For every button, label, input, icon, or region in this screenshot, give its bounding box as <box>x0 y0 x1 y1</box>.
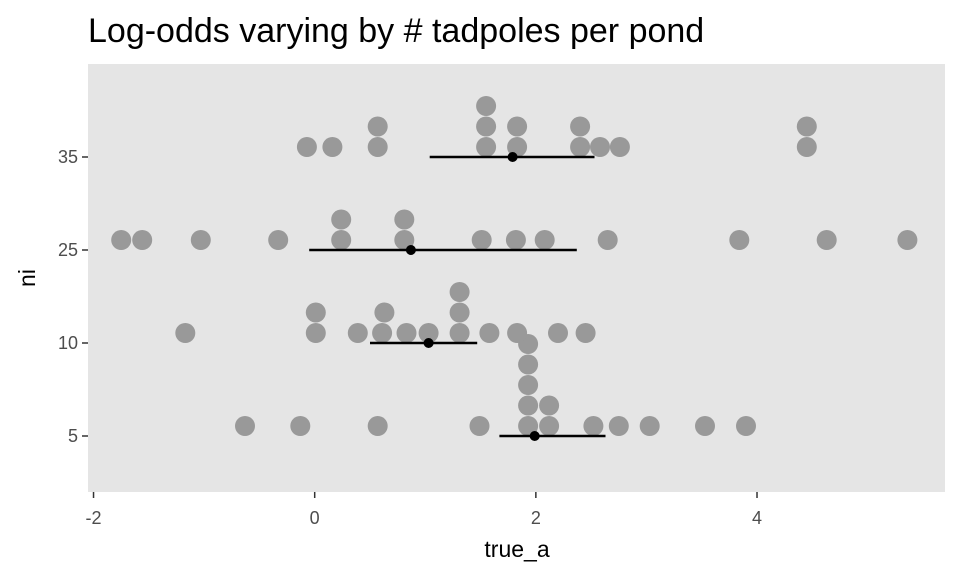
y-axis: 5 10 25 35 <box>58 147 88 446</box>
data-point <box>539 416 560 436</box>
y-tick-label: 35 <box>58 147 78 167</box>
data-point <box>235 416 255 436</box>
x-tick-label: 4 <box>752 508 762 528</box>
data-point <box>322 137 343 157</box>
data-point <box>534 230 555 250</box>
data-point <box>476 116 497 137</box>
mean-point <box>507 152 518 162</box>
data-point <box>570 137 591 157</box>
y-tick-label: 25 <box>58 240 78 260</box>
data-point <box>796 116 817 137</box>
data-point <box>268 230 289 250</box>
data-point <box>372 323 393 343</box>
data-point <box>583 416 604 436</box>
data-point <box>296 137 317 157</box>
mean-point <box>423 338 434 348</box>
y-axis-title: ni <box>14 269 40 287</box>
x-axis: -2 0 2 4 <box>86 492 762 528</box>
data-point <box>305 302 326 323</box>
mean-point <box>529 431 540 441</box>
data-point <box>505 230 526 250</box>
data-point <box>449 302 470 323</box>
x-tick-label: -2 <box>86 508 102 528</box>
data-point <box>394 230 415 250</box>
data-point <box>639 416 660 436</box>
data-point <box>331 209 352 230</box>
data-point <box>608 416 629 436</box>
data-point <box>736 416 756 436</box>
data-point <box>476 137 497 157</box>
data-point <box>816 230 837 250</box>
data-point <box>796 137 817 157</box>
dots-layer <box>111 96 918 436</box>
data-point <box>347 323 368 343</box>
data-point <box>695 416 715 436</box>
data-point <box>518 354 539 375</box>
data-point <box>290 416 311 436</box>
data-point <box>518 375 539 395</box>
data-point <box>396 323 417 343</box>
data-point <box>469 416 490 436</box>
data-point <box>548 323 568 343</box>
x-axis-title: true_a <box>484 536 549 562</box>
x-tick-label: 2 <box>531 508 541 528</box>
data-point <box>367 416 388 436</box>
data-point <box>374 302 395 323</box>
data-point <box>729 230 750 250</box>
data-point <box>331 230 352 250</box>
data-point <box>507 137 528 157</box>
y-tick-label: 5 <box>68 426 78 446</box>
data-point <box>305 323 326 343</box>
data-point <box>190 230 211 250</box>
data-point <box>609 137 630 157</box>
mean-point <box>405 245 416 255</box>
data-point <box>394 209 415 230</box>
data-point <box>476 96 497 116</box>
summary-layer <box>309 152 606 441</box>
y-tick-label: 10 <box>58 333 78 353</box>
chart-title: Log-odds varying by # tadpoles per pond <box>88 12 704 50</box>
data-point <box>575 323 596 343</box>
data-point <box>518 416 539 436</box>
data-point <box>597 230 618 250</box>
data-point <box>590 137 610 157</box>
data-point <box>367 137 388 157</box>
x-tick-label: 0 <box>310 508 320 528</box>
data-point <box>471 230 492 250</box>
data-point <box>449 323 470 343</box>
data-point <box>111 230 132 250</box>
data-point <box>367 116 388 137</box>
data-point <box>570 116 591 137</box>
data-point <box>518 395 539 416</box>
data-point <box>507 116 528 137</box>
data-point <box>175 323 196 343</box>
data-point <box>539 395 560 416</box>
data-point <box>507 323 528 343</box>
data-point <box>897 230 918 250</box>
data-point <box>132 230 153 250</box>
data-point <box>479 323 500 343</box>
data-point <box>418 323 439 343</box>
data-point <box>449 282 470 302</box>
